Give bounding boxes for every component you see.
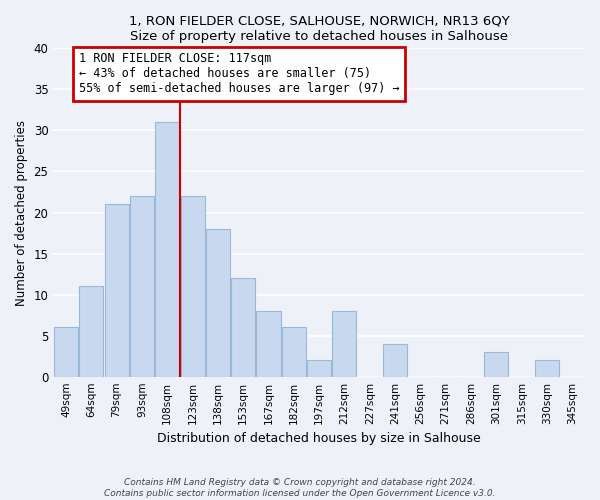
Bar [79, 286, 103, 376]
Text: Contains HM Land Registry data © Crown copyright and database right 2024.
Contai: Contains HM Land Registry data © Crown c… [104, 478, 496, 498]
Bar [256, 311, 281, 376]
Y-axis label: Number of detached properties: Number of detached properties [15, 120, 28, 306]
Bar [307, 360, 331, 376]
Bar [484, 352, 508, 376]
Bar [332, 311, 356, 376]
Bar [231, 278, 255, 376]
Title: 1, RON FIELDER CLOSE, SALHOUSE, NORWICH, NR13 6QY
Size of property relative to d: 1, RON FIELDER CLOSE, SALHOUSE, NORWICH,… [129, 15, 509, 43]
Bar [181, 196, 205, 376]
Bar [535, 360, 559, 376]
Bar [54, 328, 78, 376]
Bar [282, 328, 306, 376]
Bar [130, 196, 154, 376]
X-axis label: Distribution of detached houses by size in Salhouse: Distribution of detached houses by size … [157, 432, 481, 445]
Bar [155, 122, 179, 376]
Bar [383, 344, 407, 376]
Bar [104, 204, 128, 376]
Bar [206, 229, 230, 376]
Text: 1 RON FIELDER CLOSE: 117sqm
← 43% of detached houses are smaller (75)
55% of sem: 1 RON FIELDER CLOSE: 117sqm ← 43% of det… [79, 52, 399, 96]
